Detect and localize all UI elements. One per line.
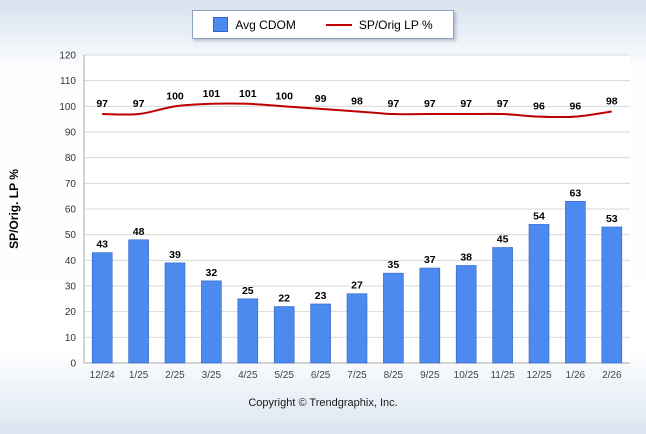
svg-text:97: 97: [96, 98, 108, 110]
svg-text:32: 32: [206, 267, 218, 279]
svg-text:4/25: 4/25: [238, 370, 258, 381]
svg-text:53: 53: [606, 213, 618, 225]
svg-text:2/26: 2/26: [602, 370, 622, 381]
svg-text:SP/Orig. LP %: SP/Orig. LP %: [7, 169, 21, 249]
svg-text:40: 40: [65, 256, 77, 267]
svg-text:97: 97: [388, 98, 400, 110]
svg-text:97: 97: [133, 98, 145, 110]
svg-text:101: 101: [239, 88, 257, 100]
legend-item-sp-orig-lp: SP/Orig LP %: [325, 17, 433, 32]
svg-text:110: 110: [60, 76, 76, 87]
svg-text:25: 25: [242, 285, 254, 297]
svg-text:97: 97: [424, 98, 436, 110]
svg-text:12/25: 12/25: [526, 370, 551, 381]
svg-text:80: 80: [65, 153, 77, 164]
svg-text:100: 100: [166, 90, 184, 102]
legend-label-avg-cdom: Avg CDOM: [235, 17, 296, 32]
legend-item-avg-cdom: Avg CDOM: [213, 17, 296, 32]
svg-text:100: 100: [59, 102, 76, 113]
svg-text:10/25: 10/25: [454, 370, 479, 381]
svg-text:38: 38: [460, 251, 472, 263]
svg-text:35: 35: [388, 259, 400, 271]
line-swatch-icon: [325, 23, 352, 26]
svg-text:50: 50: [65, 230, 77, 241]
svg-text:27: 27: [351, 280, 363, 292]
svg-text:90: 90: [65, 128, 77, 139]
svg-text:60: 60: [65, 205, 77, 216]
svg-text:22: 22: [278, 293, 290, 305]
svg-text:37: 37: [424, 254, 436, 266]
svg-text:97: 97: [497, 98, 509, 110]
bar-swatch-icon: [213, 17, 229, 32]
svg-text:30: 30: [65, 282, 77, 293]
svg-text:98: 98: [606, 95, 618, 107]
chart-plot: 0 10 20 30 40 50 60 70 80 90 100 110 120 43 48 39 32 25 22…: [7, 51, 630, 381]
svg-text:96: 96: [570, 101, 582, 113]
legend: Avg CDOM SP/Orig LP %: [0, 0, 646, 39]
svg-text:1/25: 1/25: [129, 370, 149, 381]
legend-box: Avg CDOM SP/Orig LP %: [192, 10, 454, 39]
svg-text:48: 48: [133, 226, 145, 238]
svg-text:5/25: 5/25: [274, 370, 294, 381]
copyright-text: Copyright © Trendgraphix, Inc.: [248, 397, 398, 409]
svg-text:7/25: 7/25: [347, 370, 367, 381]
svg-text:12/24: 12/24: [90, 370, 115, 381]
legend-label-sp-orig-lp: SP/Orig LP %: [358, 17, 433, 32]
svg-text:9/25: 9/25: [420, 370, 440, 381]
svg-text:101: 101: [203, 88, 221, 100]
svg-text:8/25: 8/25: [384, 370, 404, 381]
svg-text:1/26: 1/26: [566, 370, 586, 381]
svg-text:0: 0: [70, 359, 76, 370]
svg-text:45: 45: [497, 234, 509, 246]
svg-text:43: 43: [96, 239, 108, 251]
svg-text:11/25: 11/25: [490, 370, 515, 381]
svg-text:70: 70: [65, 179, 77, 190]
svg-text:2/25: 2/25: [165, 370, 185, 381]
svg-text:63: 63: [570, 187, 582, 199]
svg-text:23: 23: [315, 290, 327, 302]
chart-area: 0 10 20 30 40 50 60 70 80 90 100 110 120 43 48 39 32 25 22…: [0, 41, 646, 391]
svg-text:100: 100: [275, 90, 293, 102]
svg-text:96: 96: [533, 101, 545, 113]
svg-text:3/25: 3/25: [202, 370, 222, 381]
svg-text:54: 54: [533, 210, 545, 222]
svg-text:97: 97: [460, 98, 472, 110]
svg-text:10: 10: [65, 333, 77, 344]
svg-text:39: 39: [169, 249, 181, 261]
svg-text:98: 98: [351, 95, 363, 107]
svg-text:99: 99: [315, 93, 327, 105]
svg-text:6/25: 6/25: [311, 370, 331, 381]
svg-text:120: 120: [59, 51, 76, 62]
svg-text:20: 20: [65, 307, 77, 318]
